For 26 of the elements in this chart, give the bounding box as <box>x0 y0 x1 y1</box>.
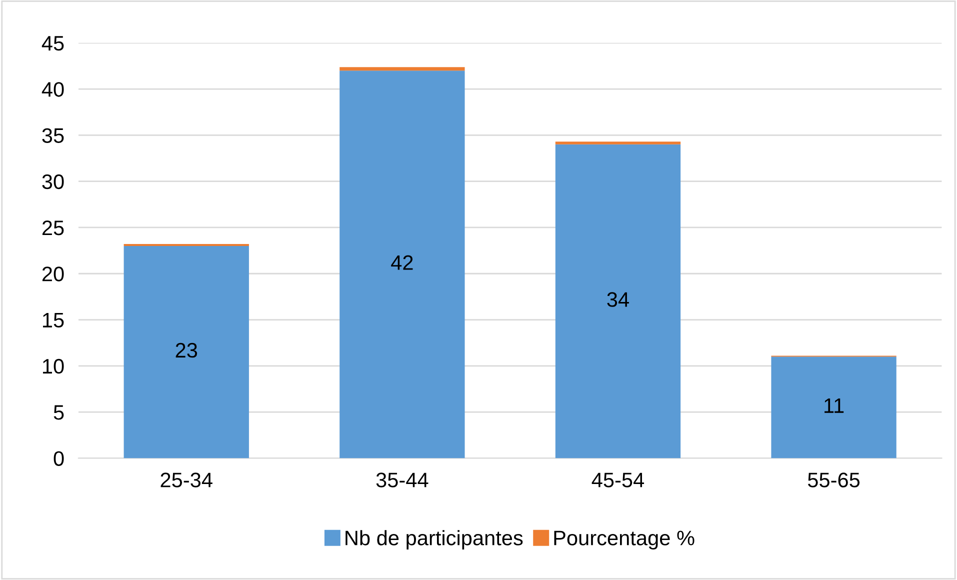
data-label: 42 <box>391 255 413 270</box>
bar <box>555 144 681 458</box>
bar <box>124 246 249 458</box>
x-tick-label: 55-65 <box>808 472 860 488</box>
data-label: 23 <box>176 342 198 358</box>
y-tick-label: 45 <box>42 36 64 51</box>
y-tick-label: 5 <box>54 405 64 420</box>
x-tick-label: 35-44 <box>376 472 428 488</box>
y-tick-label: 35 <box>42 128 64 143</box>
legend-label: Pourcentage % <box>554 530 694 550</box>
bar <box>340 70 465 458</box>
y-tick-label: 15 <box>43 312 64 328</box>
y-tick-label: 30 <box>42 174 64 190</box>
data-label: 34 <box>607 292 629 307</box>
legend-label: Nb de participantes <box>346 530 523 550</box>
y-tick-label: 20 <box>42 266 64 282</box>
y-tick-label: 10 <box>43 358 64 374</box>
y-tick-label: 40 <box>42 82 64 97</box>
bar <box>771 356 896 458</box>
y-tick-label: 0 <box>54 451 64 466</box>
data-label: 11 <box>824 398 844 413</box>
x-tick-label: 25-34 <box>160 472 212 488</box>
y-tick-label: 25 <box>42 220 64 236</box>
x-tick-label: 45-54 <box>592 472 644 488</box>
bar <box>340 67 465 71</box>
bar <box>555 142 681 144</box>
